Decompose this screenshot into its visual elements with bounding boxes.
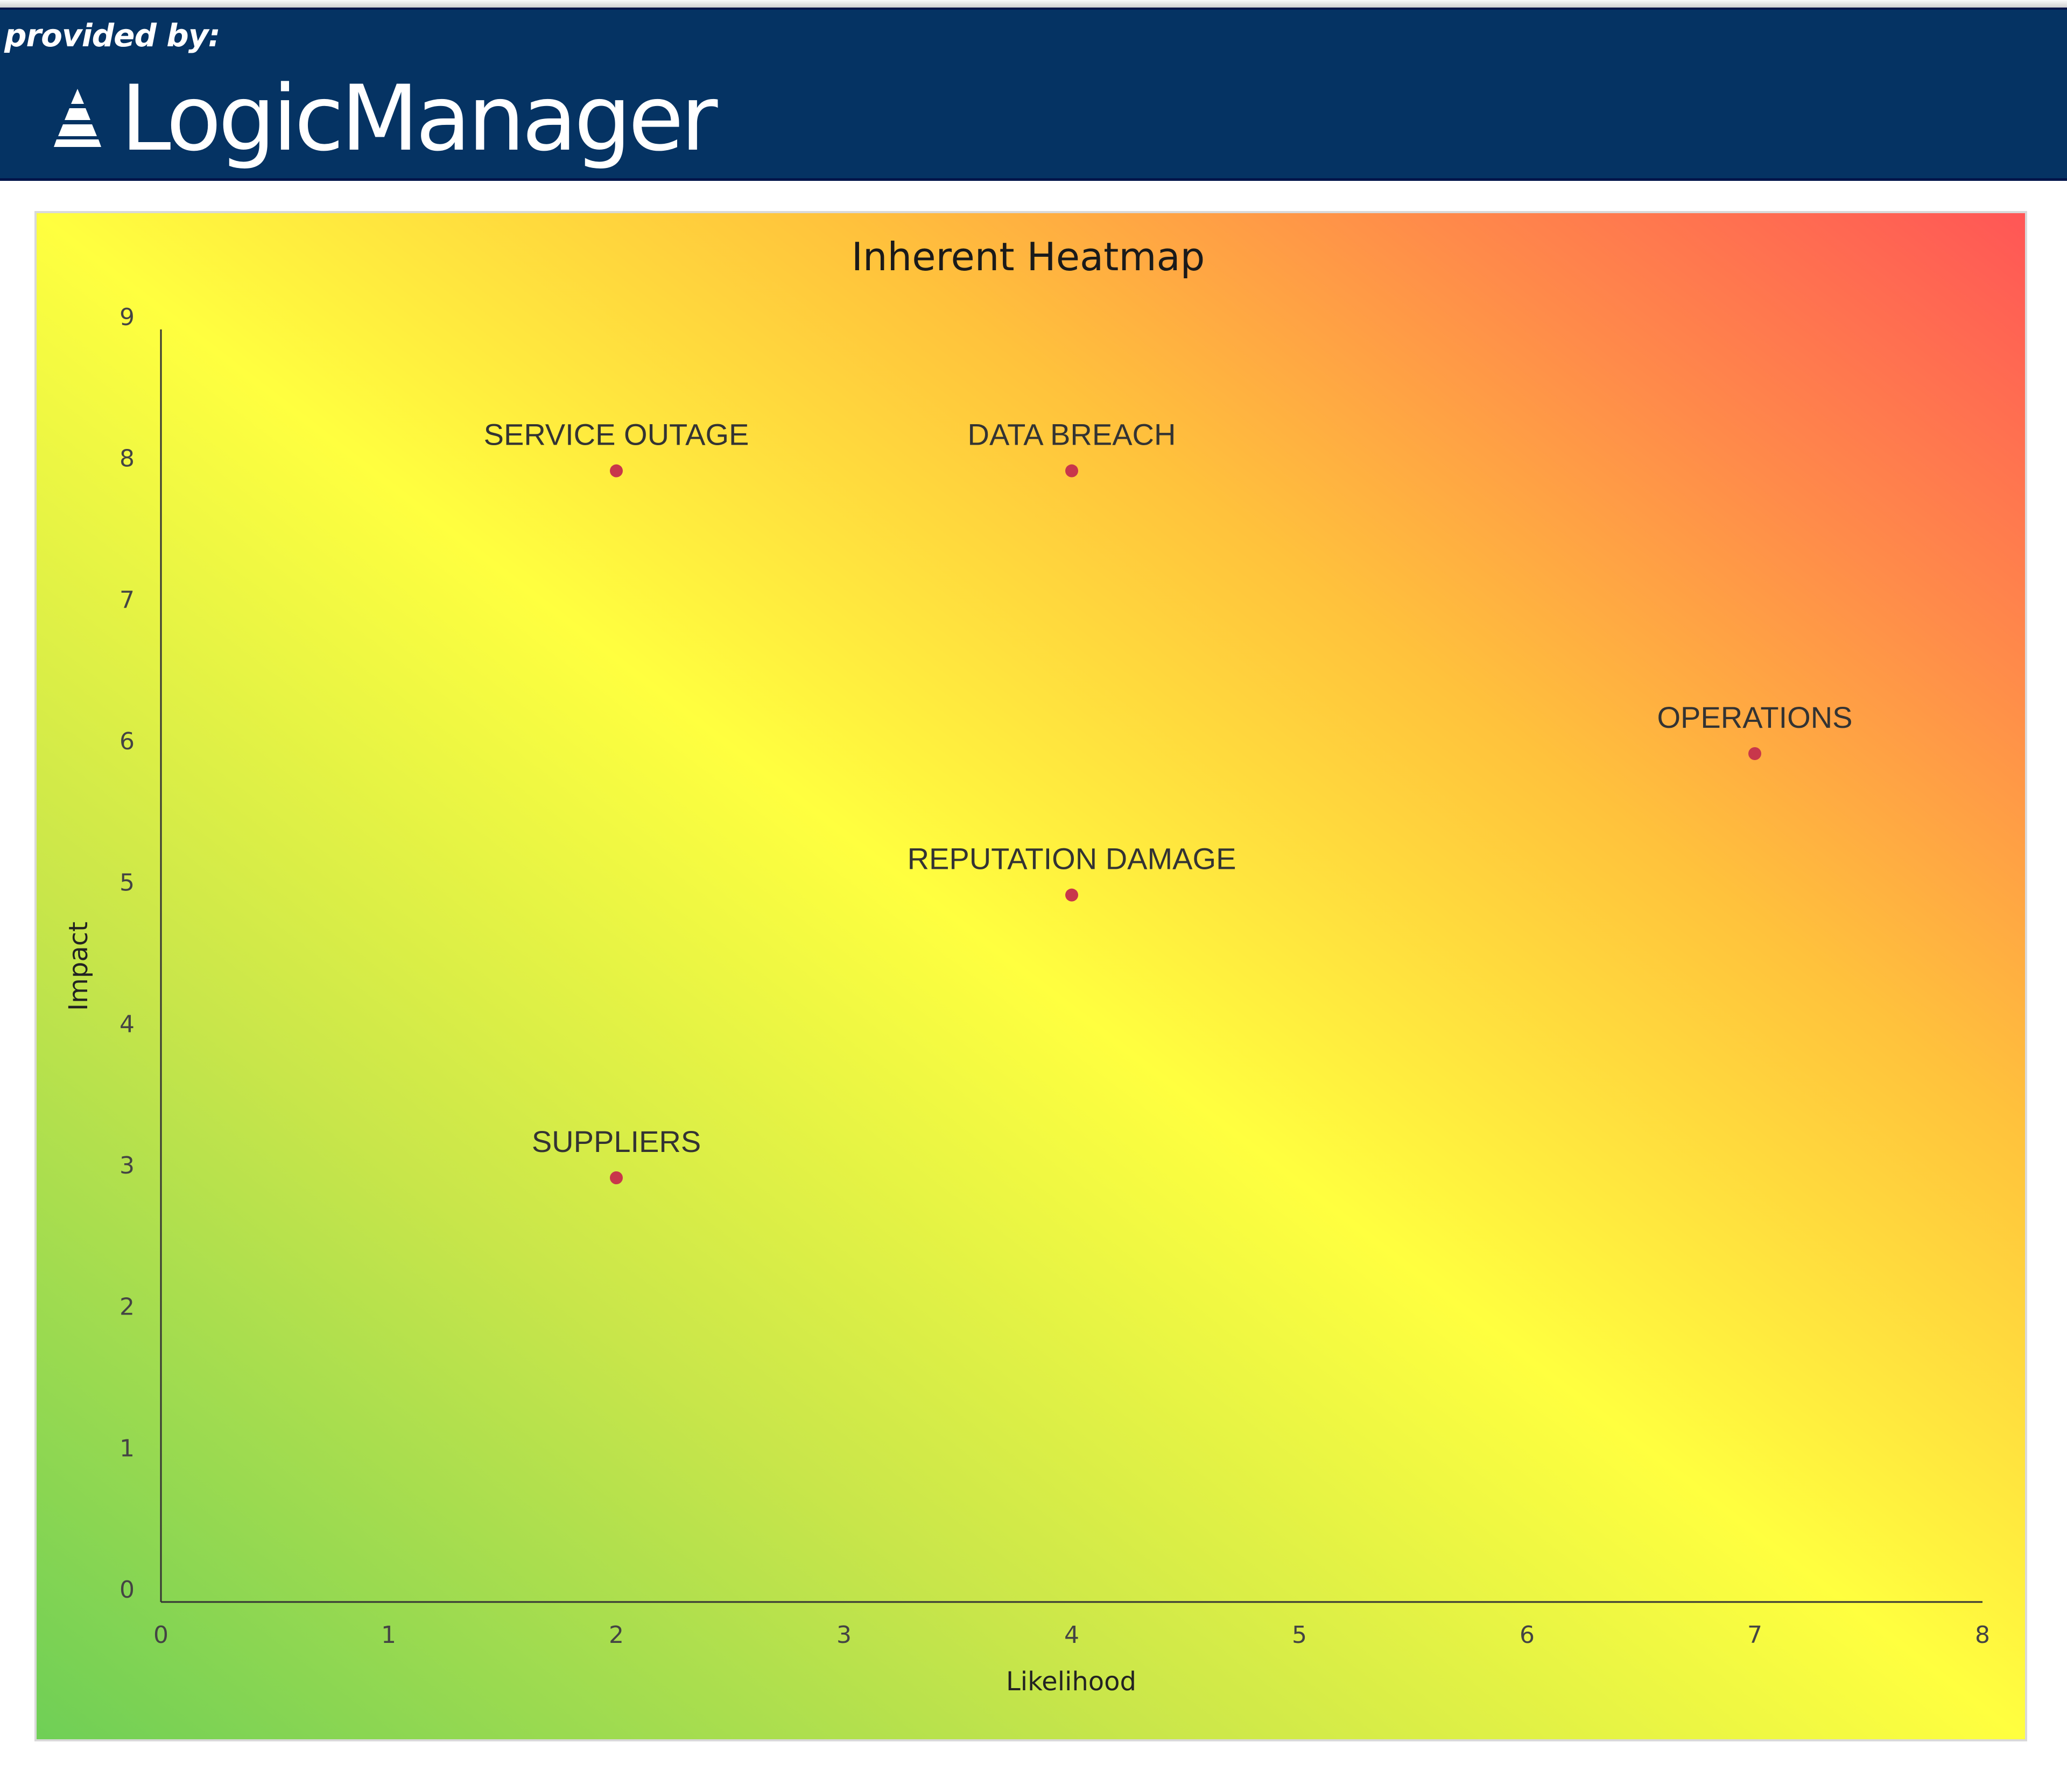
- x-tick-label: 5: [1292, 1621, 1307, 1649]
- provided-by-label: provided by:: [4, 17, 221, 54]
- heatmap-chart-area: [34, 211, 2027, 1741]
- brand-name: LogicManager: [121, 66, 718, 171]
- y-tick-label: 0: [119, 1576, 135, 1604]
- data-point: [610, 464, 623, 477]
- y-axis-title: Impact: [64, 922, 94, 1011]
- data-point-label: OPERATIONS: [1657, 700, 1852, 734]
- chart-title: Inherent Heatmap: [852, 234, 1205, 279]
- x-tick-label: 0: [153, 1621, 168, 1649]
- header-banner: provided by: LogicManager: [0, 8, 2067, 181]
- x-tick-label: 7: [1747, 1621, 1762, 1649]
- y-tick-label: 7: [119, 586, 135, 614]
- y-tick-label: 8: [119, 445, 135, 473]
- y-tick-label: 1: [119, 1435, 135, 1462]
- data-point: [1748, 747, 1761, 760]
- pyramid-logo-icon: [54, 89, 101, 147]
- x-tick-label: 6: [1520, 1621, 1535, 1649]
- y-tick-label: 2: [119, 1294, 135, 1321]
- data-point: [1065, 888, 1078, 902]
- x-axis-title: Likelihood: [1006, 1667, 1136, 1697]
- x-tick-label: 3: [836, 1621, 852, 1649]
- data-point-label: DATA BREACH: [968, 418, 1176, 452]
- data-point: [1065, 464, 1078, 477]
- y-tick-label: 6: [119, 728, 135, 755]
- y-tick-label: 4: [119, 1010, 135, 1038]
- x-tick-label: 8: [1975, 1621, 1990, 1649]
- y-tick-label: 3: [119, 1152, 135, 1179]
- x-tick-label: 1: [381, 1621, 396, 1649]
- x-tick-label: 2: [609, 1621, 624, 1649]
- data-point-label: REPUTATION DAMAGE: [908, 842, 1236, 876]
- data-point: [610, 1171, 623, 1184]
- y-tick-label: 5: [119, 869, 135, 897]
- data-point-label: SERVICE OUTAGE: [484, 418, 749, 452]
- window-top-strip: [0, 0, 2067, 8]
- y-tick-label: 9: [119, 304, 135, 331]
- data-point-label: SUPPLIERS: [532, 1125, 701, 1158]
- x-tick-label: 4: [1064, 1621, 1079, 1649]
- logicmanager-logo: LogicManager: [45, 66, 718, 171]
